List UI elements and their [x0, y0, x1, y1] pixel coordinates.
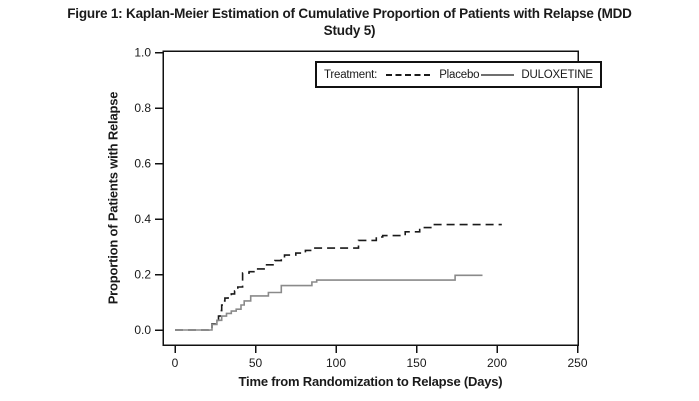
duloxetine-solid-line-sample	[481, 73, 515, 76]
x-tick-label: 100	[326, 356, 346, 370]
x-tick-label: 0	[172, 356, 179, 370]
x-tick-label: 150	[406, 356, 426, 370]
figure-title: Figure 1: Kaplan-Meier Estimation of Cum…	[0, 5, 699, 39]
x-axis-label: Time from Randomization to Relapse (Days…	[238, 374, 503, 389]
y-tick-label: 0.0	[134, 323, 151, 337]
legend-title: Treatment:	[324, 68, 378, 81]
y-tick-label: 1.0	[134, 46, 151, 60]
placebo-dashed-line-sample	[386, 73, 431, 76]
y-tick-label: 0.4	[134, 212, 151, 226]
x-tick-label: 200	[487, 356, 507, 370]
y-axis-label: Proportion of Patients with Relapse	[105, 91, 121, 305]
legend-duloxetine-label: DULOXETINE	[521, 68, 593, 81]
duloxetine-curve	[175, 274, 483, 331]
y-tick-label: 0.2	[134, 268, 151, 282]
x-tick-label: 250	[567, 356, 587, 370]
plot-frame	[162, 50, 579, 346]
y-tick-label: 0.6	[134, 157, 151, 171]
legend-placebo-label: Placebo	[439, 68, 480, 81]
legend: Treatment: Placebo DULOXETINE	[315, 61, 602, 88]
y-tick-label: 0.8	[134, 101, 151, 115]
figure-title-line2: Study 5)	[323, 23, 376, 38]
placebo-curve	[175, 223, 502, 331]
x-tick-label: 50	[249, 356, 263, 370]
figure-title-line1: Figure 1: Kaplan-Meier Estimation of Cum…	[67, 6, 632, 21]
